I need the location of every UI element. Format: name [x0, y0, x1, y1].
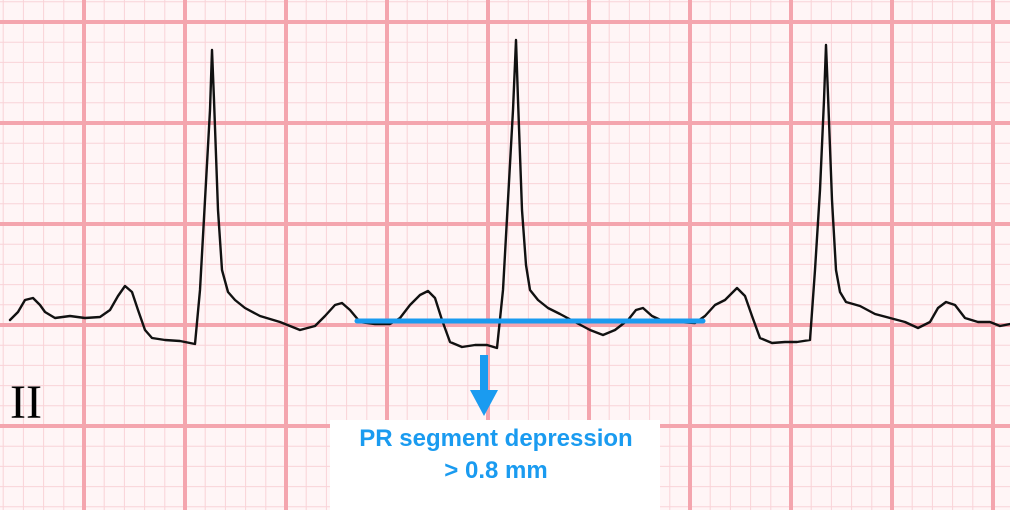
annotation-line-1: PR segment depression [359, 425, 632, 452]
ecg-trace [8, 38, 1010, 350]
lead-label: II [10, 376, 42, 429]
annotation-line-2: > 0.8 mm [444, 457, 547, 484]
arrow-shaft [480, 355, 488, 393]
annotation-background [330, 420, 660, 510]
arrow-down-icon [470, 390, 498, 416]
